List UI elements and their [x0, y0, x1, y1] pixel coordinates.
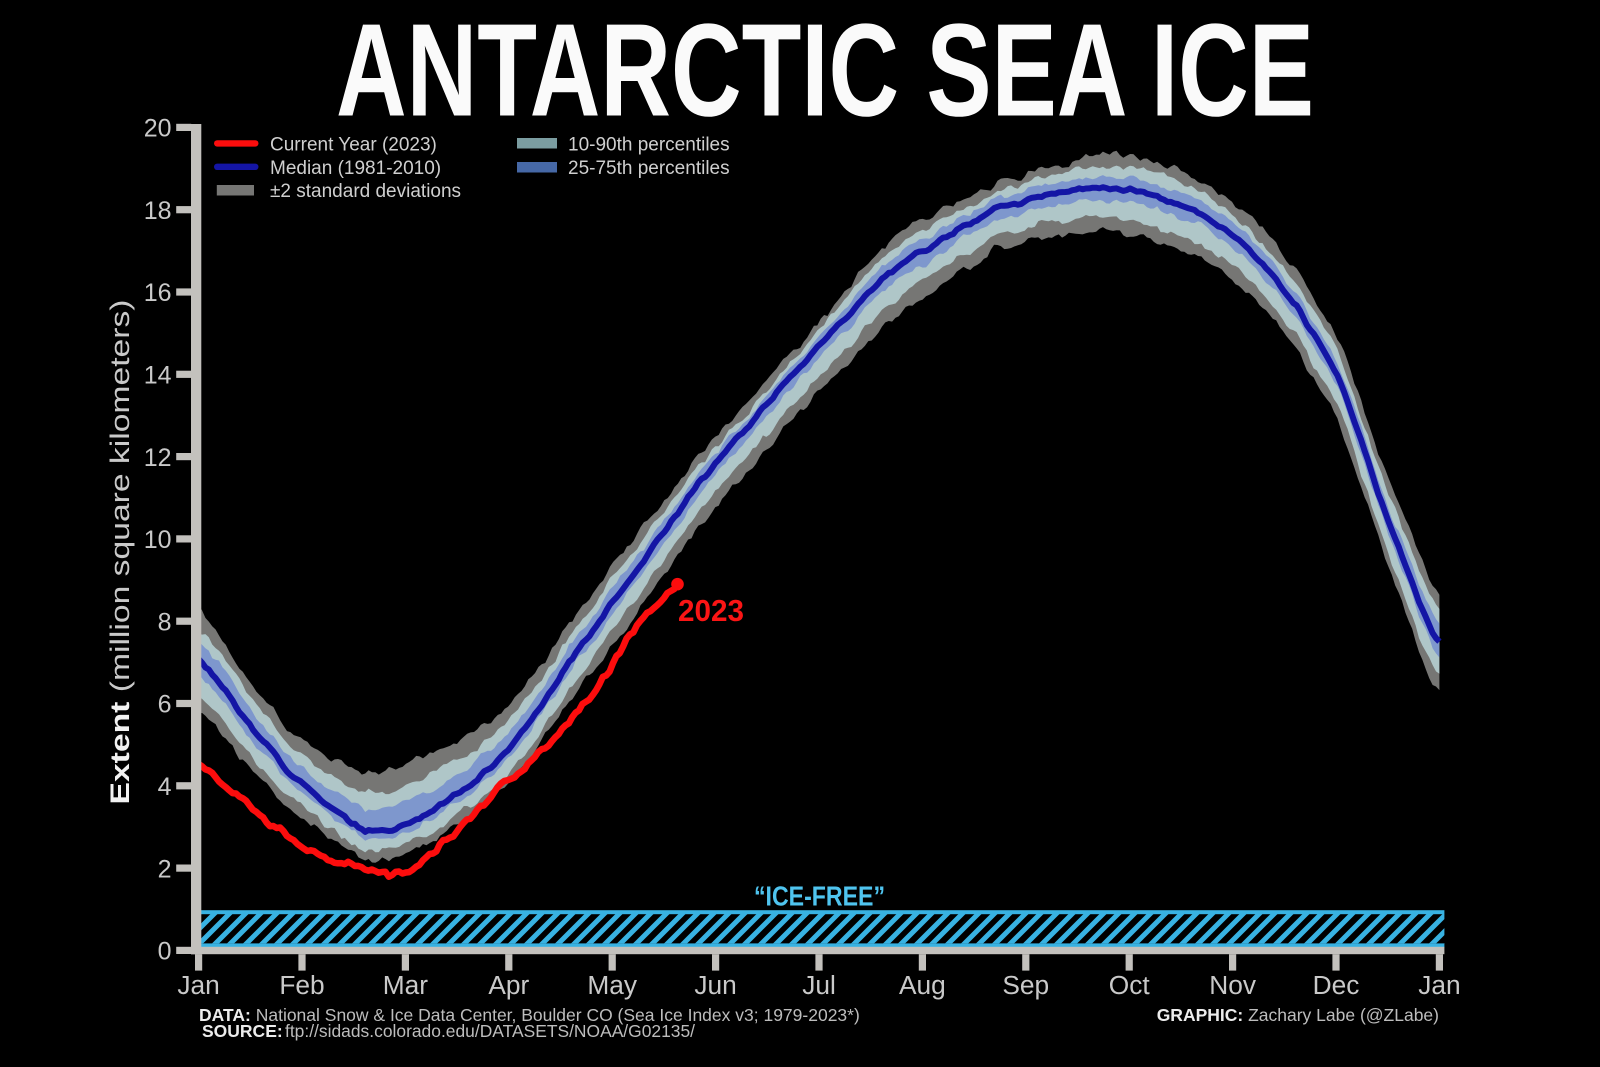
- svg-text:Oct: Oct: [1109, 970, 1151, 1000]
- svg-text:Aug: Aug: [899, 970, 946, 1000]
- svg-text:0: 0: [158, 938, 172, 966]
- svg-text:Current Year (2023): Current Year (2023): [270, 135, 437, 156]
- svg-text:±2 standard deviations: ±2 standard deviations: [270, 181, 461, 202]
- svg-text:Nov: Nov: [1209, 970, 1257, 1000]
- svg-text:16: 16: [144, 279, 172, 307]
- svg-text:12: 12: [144, 444, 172, 472]
- svg-text:May: May: [587, 970, 638, 1000]
- svg-text:14: 14: [144, 362, 172, 390]
- svg-text:8: 8: [158, 608, 172, 636]
- svg-text:Feb: Feb: [279, 970, 324, 1000]
- svg-text:GRAPHIC: Zachary Labe (@ZLabe): GRAPHIC: Zachary Labe (@ZLabe): [1157, 1005, 1439, 1025]
- svg-text:DATA: National Snow & Ice Data: DATA: National Snow & Ice Data Center, B…: [199, 1005, 860, 1025]
- svg-text:ftp://sidads.colorado.edu/DATA: ftp://sidads.colorado.edu/DATASETS/NOAA/…: [285, 1021, 695, 1041]
- svg-text:2: 2: [158, 855, 172, 883]
- svg-text:20: 20: [144, 115, 172, 143]
- svg-text:ANTARCTIC SEA ICE: ANTARCTIC SEA ICE: [336, 0, 1314, 144]
- svg-text:10-90th percentiles: 10-90th percentiles: [568, 135, 730, 156]
- svg-text:Dec: Dec: [1313, 970, 1360, 1000]
- svg-text:Extent (million square kilomet: Extent (million square kilometers): [105, 300, 135, 805]
- svg-text:Jan: Jan: [177, 970, 219, 1000]
- svg-text:Sep: Sep: [1002, 970, 1049, 1000]
- svg-text:2023: 2023: [678, 593, 744, 628]
- svg-text:18: 18: [144, 197, 172, 225]
- svg-text:SOURCE:: SOURCE:: [202, 1021, 283, 1041]
- svg-text:“ICE-FREE”: “ICE-FREE”: [754, 881, 885, 912]
- svg-text:Mar: Mar: [383, 970, 429, 1000]
- svg-text:Jun: Jun: [694, 970, 736, 1000]
- svg-text:Jan: Jan: [1418, 970, 1460, 1000]
- svg-text:Apr: Apr: [488, 970, 529, 1000]
- svg-text:Median (1981-2010): Median (1981-2010): [270, 158, 441, 179]
- svg-text:Jul: Jul: [802, 970, 836, 1000]
- svg-text:25-75th percentiles: 25-75th percentiles: [568, 158, 730, 179]
- svg-text:6: 6: [158, 691, 172, 719]
- svg-text:4: 4: [158, 773, 172, 801]
- svg-text:10: 10: [144, 526, 172, 554]
